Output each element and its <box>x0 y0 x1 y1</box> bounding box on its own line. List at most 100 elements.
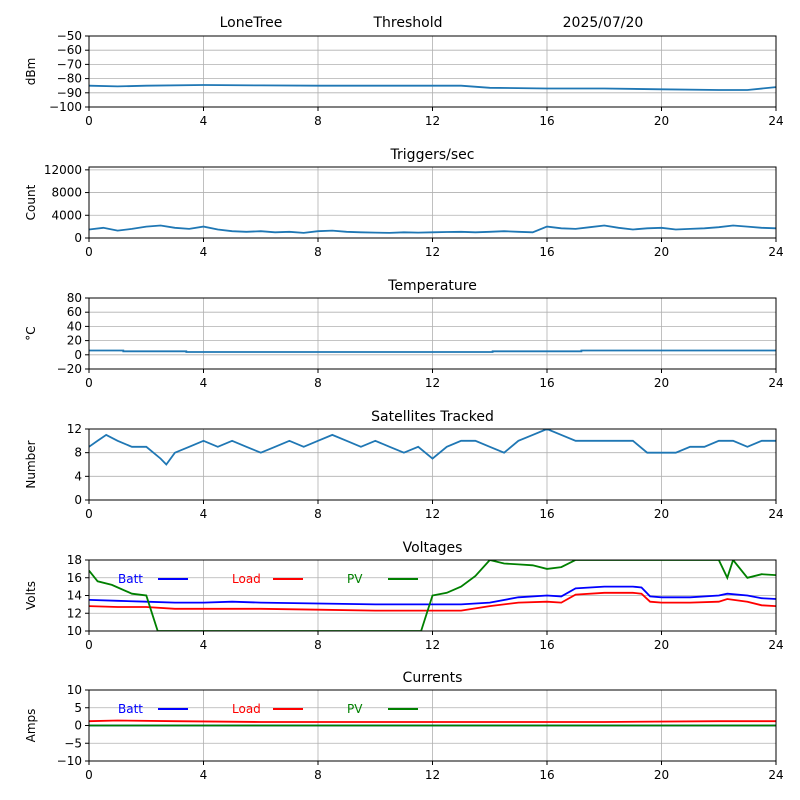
x-tick-label: 20 <box>654 245 669 259</box>
y-axis-label: Number <box>24 440 38 488</box>
series-line-0 <box>89 349 776 353</box>
x-tick-label: 12 <box>425 245 440 259</box>
x-tick-label: 16 <box>539 768 554 782</box>
x-tick-label: 12 <box>425 507 440 521</box>
x-tick-label: 4 <box>200 768 208 782</box>
y-tick-label: −5 <box>64 736 82 750</box>
x-tick-label: 12 <box>425 114 440 128</box>
y-tick-label: 20 <box>67 334 82 348</box>
y-tick-label: 40 <box>67 319 82 333</box>
header-station: LoneTree <box>220 15 283 31</box>
x-tick-label: 4 <box>200 114 208 128</box>
x-tick-label: 24 <box>768 245 783 259</box>
y-tick-label: 80 <box>67 291 82 305</box>
x-tick-label: 20 <box>654 768 669 782</box>
x-tick-label: 8 <box>314 638 322 652</box>
x-tick-label: 8 <box>314 245 322 259</box>
x-tick-label: 0 <box>85 507 93 521</box>
y-tick-label: −50 <box>57 29 82 43</box>
y-tick-label: −100 <box>49 100 82 114</box>
header-mode: Threshold <box>373 15 443 31</box>
x-tick-label: 12 <box>425 376 440 390</box>
series-line-0 <box>89 429 776 466</box>
x-tick-label: 16 <box>539 638 554 652</box>
x-tick-label: 20 <box>654 507 669 521</box>
panel-voltages: 0 4 8 12 16 20 24 10 12 14 16 18 Voltages Volts Batt Lo… <box>24 540 784 652</box>
panel-satellites: 0 4 8 12 16 20 24 0 4 8 12 Satellites Tracked Number <box>24 409 784 521</box>
x-tick-label: 4 <box>200 245 208 259</box>
y-tick-label: 10 <box>67 624 82 638</box>
x-tick-label: 8 <box>314 376 322 390</box>
panel-title: Currents <box>403 670 463 686</box>
y-axis-label: Count <box>24 184 38 220</box>
x-tick-label: 12 <box>425 638 440 652</box>
panel-rssi: 0 4 8 12 16 20 24 −100−90−80−70−60−50 dBm <box>24 29 784 128</box>
y-tick-label: 8000 <box>51 186 82 200</box>
y-tick-label: 60 <box>67 305 82 319</box>
x-tick-label: 8 <box>314 768 322 782</box>
y-tick-label: 4 <box>74 469 82 483</box>
x-tick-label: 16 <box>539 245 554 259</box>
y-axis-label: Amps <box>24 709 38 743</box>
x-tick-label: 0 <box>85 114 93 128</box>
x-tick-label: 8 <box>314 507 322 521</box>
legend-label-batt: Batt <box>118 702 143 716</box>
x-tick-label: 8 <box>314 114 322 128</box>
x-tick-label: 24 <box>768 507 783 521</box>
x-tick-label: 16 <box>539 507 554 521</box>
x-tick-label: 12 <box>425 768 440 782</box>
y-tick-label: 16 <box>67 571 82 585</box>
y-tick-label: 0 <box>74 231 82 245</box>
x-tick-label: 0 <box>85 245 93 259</box>
x-tick-label: 20 <box>654 638 669 652</box>
series-line-0 <box>89 224 776 234</box>
x-tick-label: 0 <box>85 376 93 390</box>
y-tick-label: 12000 <box>44 163 82 177</box>
x-tick-label: 24 <box>768 376 783 390</box>
x-tick-label: 4 <box>200 376 208 390</box>
legend-label-load: Load <box>232 702 261 716</box>
y-axis-label: °C <box>24 326 38 340</box>
y-tick-label: 4000 <box>51 208 82 222</box>
legend-label-batt: Batt <box>118 572 143 586</box>
y-tick-label: 10 <box>67 683 82 697</box>
x-tick-label: 0 <box>85 638 93 652</box>
y-tick-label: 12 <box>67 606 82 620</box>
x-tick-label: 4 <box>200 638 208 652</box>
series-line-pv <box>89 560 776 631</box>
x-tick-label: 24 <box>768 768 783 782</box>
y-tick-label: 0 <box>74 348 82 362</box>
x-tick-label: 20 <box>654 376 669 390</box>
panel-title: Voltages <box>403 540 463 556</box>
series-line-0 <box>89 84 776 91</box>
y-axis-label: Volts <box>24 581 38 610</box>
legend-label-pv: PV <box>347 572 363 586</box>
y-tick-label: 0 <box>74 493 82 507</box>
y-tick-label: 0 <box>74 719 82 733</box>
y-tick-label: 8 <box>74 446 82 460</box>
y-tick-label: 18 <box>67 553 82 567</box>
y-tick-label: −70 <box>57 57 82 71</box>
series-line-batt <box>89 585 776 606</box>
x-tick-label: 20 <box>654 114 669 128</box>
panel-title: Satellites Tracked <box>371 409 494 425</box>
y-tick-label: −90 <box>57 86 82 100</box>
panel-currents: 0 4 8 12 16 20 24 −10 −5 0 5 10 Currents Amps Batt Load… <box>24 670 784 782</box>
x-tick-label: 16 <box>539 114 554 128</box>
y-tick-label: −20 <box>57 362 82 376</box>
y-tick-label: −60 <box>57 43 82 57</box>
legend-label-pv: PV <box>347 702 363 716</box>
series-line-load <box>89 591 776 612</box>
x-tick-label: 16 <box>539 376 554 390</box>
x-tick-label: 4 <box>200 507 208 521</box>
y-tick-label: −10 <box>57 754 82 768</box>
y-tick-label: 14 <box>67 589 82 603</box>
y-tick-label: −80 <box>57 72 82 86</box>
x-tick-label: 24 <box>768 114 783 128</box>
panel-title: Temperature <box>387 278 477 294</box>
y-tick-label: 12 <box>67 422 82 436</box>
x-tick-label: 0 <box>85 768 93 782</box>
header-date: 2025/07/20 <box>563 15 644 31</box>
